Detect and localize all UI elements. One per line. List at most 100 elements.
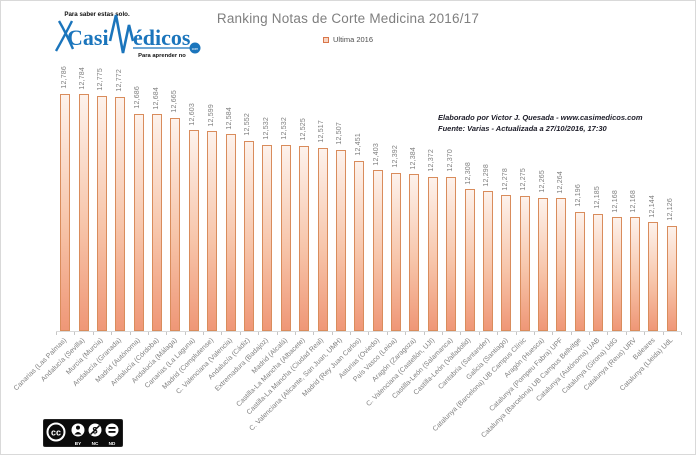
x-axis-tick <box>258 332 260 335</box>
bar-value-label: 12,278 <box>501 167 509 191</box>
bar <box>96 96 107 331</box>
bar <box>170 118 181 331</box>
svg-text:cc: cc <box>51 428 61 438</box>
heartbeat-icon <box>108 14 135 54</box>
x-axis-tick <box>331 332 333 335</box>
bar-value-label: 12,772 <box>115 68 123 92</box>
x-axis-tick <box>221 332 223 335</box>
x-axis-tick <box>423 332 425 335</box>
bar-value-label: 12,370 <box>446 149 454 172</box>
bar <box>225 134 236 331</box>
bar <box>648 222 659 331</box>
bar <box>464 189 475 331</box>
bar-value-label: 12,786 <box>60 66 68 89</box>
cc-nd-icon: ND <box>105 423 119 446</box>
bar <box>519 196 530 331</box>
x-axis-tick <box>111 332 113 335</box>
cc-by-icon: BY <box>71 423 85 446</box>
bar <box>133 113 144 331</box>
cc-nc-icon: $ NC <box>88 423 102 446</box>
x-axis-tick <box>497 332 499 335</box>
chart-legend: Ultima 2016 <box>1 35 695 44</box>
legend-label: Ultima 2016 <box>332 35 374 44</box>
x-axis-tick <box>147 332 149 335</box>
x-axis-tick <box>239 332 241 335</box>
x-axis-tick <box>74 332 76 335</box>
bar-value-label: 12,603 <box>189 102 197 126</box>
x-axis-tick <box>533 332 535 335</box>
bar <box>482 191 493 331</box>
bar <box>372 170 383 331</box>
bar-value-label: 12,392 <box>391 144 399 168</box>
x-axis-tick <box>184 332 186 335</box>
bar <box>280 144 291 331</box>
bar <box>538 198 549 331</box>
cc-logo-icon <box>46 422 66 442</box>
x-axis-tick <box>203 332 205 335</box>
bar-value-label: 12,384 <box>409 146 417 170</box>
x-axis-tick <box>441 332 443 335</box>
bar <box>556 198 567 331</box>
x-axis-tick <box>460 332 462 335</box>
x-axis-tick <box>552 332 554 335</box>
bar-value-label: 12,144 <box>648 194 656 218</box>
bar-value-label: 12,507 <box>336 121 344 145</box>
logo-text-edicos: édicos <box>133 25 191 50</box>
bar-value-label: 12,552 <box>244 112 252 136</box>
bar <box>335 149 346 331</box>
bar-value-label: 12,168 <box>630 189 638 213</box>
bar <box>391 172 402 331</box>
logo-com-text: com <box>192 47 199 51</box>
bar-value-label: 12,264 <box>556 170 564 194</box>
bar <box>446 177 457 331</box>
x-axis-tick <box>294 332 296 335</box>
bar <box>243 140 254 331</box>
bar <box>593 214 604 331</box>
bar <box>427 176 438 331</box>
bar-value-label: 12,372 <box>428 148 436 172</box>
bar <box>115 96 126 331</box>
bar-value-label: 12,525 <box>299 118 307 141</box>
logo-com-dot-icon <box>189 42 201 54</box>
x-axis-tick <box>625 332 627 335</box>
bar-value-label: 12,265 <box>538 170 546 193</box>
bar-value-label: 12,185 <box>593 186 601 209</box>
bar-value-label: 12,196 <box>575 184 583 207</box>
bar-value-label: 12,532 <box>281 116 289 140</box>
x-axis-tick <box>92 332 94 335</box>
attribution-line2: Fuente: Varias - Actualizada a 27/10/201… <box>438 124 607 133</box>
x-axis-tick <box>515 332 517 335</box>
cc-license-badge: cc BY $ NC ND <box>42 418 124 452</box>
x-axis-tick <box>680 332 682 335</box>
logo-tagline-bottom: Para aprender no <box>138 53 186 59</box>
bar <box>299 146 310 331</box>
casimedicos-logo: Para saber estas solo. Casi édicos com P… <box>53 7 203 66</box>
bar <box>501 195 512 331</box>
x-axis-tick <box>129 332 131 335</box>
bar <box>262 144 273 331</box>
bar <box>207 131 218 331</box>
cc-badge-graphic: cc BY $ NC ND <box>42 418 124 448</box>
bar-value-label: 12,775 <box>97 68 105 91</box>
bar-value-label: 12,451 <box>354 133 362 156</box>
bar <box>60 93 71 331</box>
attribution-note: Elaborado por Victor J. Quesada - www.ca… <box>438 112 678 134</box>
bar-value-label: 12,126 <box>667 198 675 221</box>
svg-text:NC: NC <box>92 441 99 446</box>
logo-tagline-top: Para saber estas solo. <box>64 11 130 18</box>
x-axis-tick <box>350 332 352 335</box>
x-axis-tick <box>478 332 480 335</box>
bar-value-label: 12,168 <box>612 189 620 213</box>
bar <box>317 147 328 331</box>
logo-text-casi: Casi <box>67 25 109 50</box>
svg-text:BY: BY <box>75 441 81 446</box>
bar-value-label: 12,298 <box>483 163 491 187</box>
bar-value-label: 12,403 <box>373 142 381 166</box>
x-axis-tick <box>368 332 370 335</box>
bar-value-label: 12,308 <box>465 161 473 185</box>
x-axis-line <box>56 331 681 332</box>
x-axis-tick <box>313 332 315 335</box>
bar <box>666 225 677 331</box>
bar-value-label: 12,686 <box>134 86 142 109</box>
